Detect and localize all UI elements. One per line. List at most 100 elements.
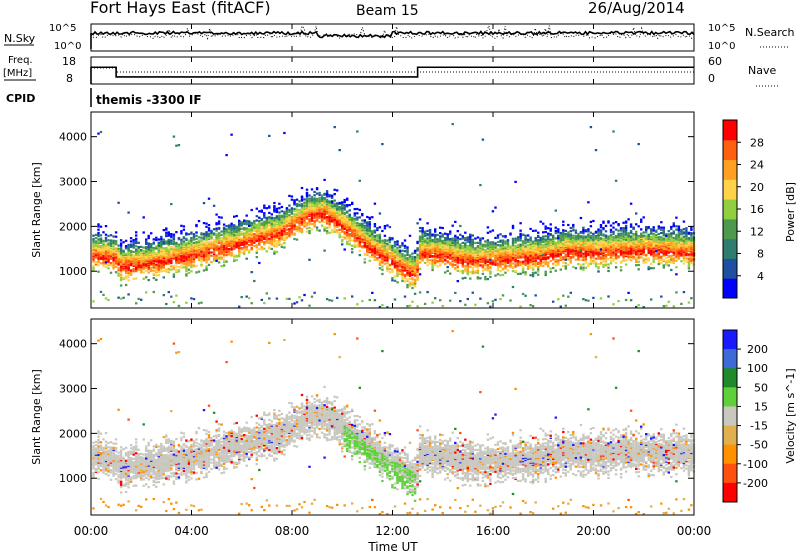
power-cell [368,249,371,252]
power-cell [225,254,228,257]
power-cell [569,235,572,238]
power-cell [300,198,304,201]
power-cell [238,233,241,236]
power-cell [516,238,520,241]
power-cell [592,250,595,253]
power-cell [233,224,236,227]
power-cell [388,248,392,251]
power-cell [476,271,480,275]
power-cell [574,237,578,240]
power-cell [577,236,580,239]
power-cell [323,220,326,223]
power-cell [230,234,233,237]
power-cell [248,227,251,231]
power-cell [363,219,366,222]
power-cell [388,241,392,244]
power-cell [549,223,552,226]
power-cell [165,246,168,249]
power-cell [439,299,442,302]
power-cell [393,245,397,248]
power-cell [418,226,422,230]
power-cell [589,245,593,248]
power-cell [220,233,223,236]
power-cell [300,210,304,213]
power-cell [476,276,480,279]
power-cell [444,232,447,235]
power-cell [504,271,507,274]
power-cell [200,232,203,235]
power-cell [521,233,525,236]
power-cell [109,249,113,252]
power-cell [547,240,550,243]
power-cell [346,218,349,221]
power-cell [268,297,271,300]
power-cell [454,253,457,256]
power-cell [446,246,449,249]
power-cell [526,249,530,252]
power-cell [180,224,183,227]
power-cell [318,197,321,200]
power-cell [305,217,309,220]
power-cell [431,238,434,242]
power-cell [564,239,567,242]
power-cell [373,223,377,226]
power-cell [398,245,402,248]
power-cell [135,239,138,242]
power-cell [381,241,384,244]
power-cell [464,239,467,242]
power-cell [295,301,299,304]
power-cell [145,240,148,243]
power-cell [217,241,221,245]
power-cell [531,275,535,278]
power-cell [406,286,409,289]
power-cell [484,259,487,262]
power-cell [207,245,211,248]
power-cell [205,245,208,248]
power-cell [190,231,193,234]
power-cell [190,236,193,240]
power-cell [192,264,196,267]
power-cell [310,188,314,191]
power-cell [288,233,291,236]
power-cell [107,234,110,238]
power-cell [594,257,598,260]
power-cell [303,210,306,213]
power-cell [582,237,585,240]
power-cell [383,245,387,248]
power-cell [481,251,485,254]
power-cell [466,269,469,272]
power-cell [602,248,605,251]
power-cell [537,234,540,237]
power-cell [521,271,525,274]
power-cell [258,219,261,223]
power-cell [119,276,123,279]
power-cell [529,274,532,277]
power-cell [439,232,442,235]
power-cell [341,218,344,221]
power-cell [318,204,321,207]
power-cells [92,123,696,309]
power-cell [227,252,231,255]
power-cell [155,265,158,268]
power-cell [240,230,243,234]
power-cell [418,273,422,276]
power-cell [318,220,321,224]
power-cell [552,240,555,243]
power-cell [567,223,570,227]
power-cell [391,277,394,280]
power-cell [305,215,309,218]
power-cell [421,233,424,236]
power-cell [428,262,432,265]
power-cell [486,244,490,247]
power-cell [381,143,384,146]
power-cell [378,256,382,259]
power-cell [104,245,108,248]
power-cell [484,278,487,281]
power-cell [165,254,168,257]
power-cell [137,268,140,271]
power-cell [330,201,334,204]
power-cell [140,268,143,271]
power-cell [217,226,221,230]
power-cell [539,248,542,251]
power-cell [127,248,130,251]
